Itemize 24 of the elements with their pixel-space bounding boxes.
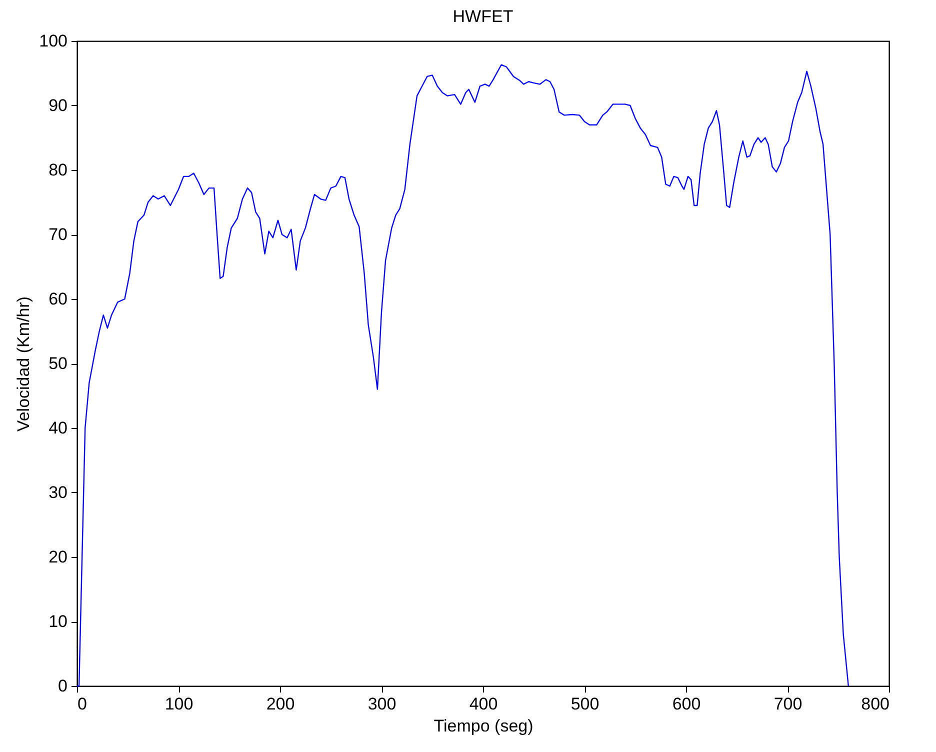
y-tick-label: 60 — [48, 290, 68, 308]
y-tick-label: 50 — [48, 354, 68, 373]
x-tick-label: 800 — [861, 694, 890, 714]
y-tick-label: 80 — [48, 160, 68, 180]
line-series — [76, 64, 849, 687]
y-tick-label: 0 — [58, 676, 68, 696]
x-tick-label: 700 — [774, 694, 802, 714]
x-axis-title: Tiempo (seg) — [434, 716, 534, 736]
x-tick-label: 600 — [672, 694, 701, 714]
y-tick-label: 20 — [48, 548, 68, 566]
y-tick-label: 40 — [48, 418, 68, 438]
y-tick-label: 30 — [48, 483, 68, 502]
y-axis-title: Velocidad (Km/hr) — [14, 296, 34, 432]
chart-title: HWFET — [452, 7, 514, 26]
x-tick-label: 0 — [78, 694, 87, 714]
y-tick-label: 100 — [39, 32, 68, 50]
x-tick-label: 200 — [266, 694, 295, 714]
y-tick-label: 10 — [48, 612, 68, 631]
y-tick-label: 70 — [48, 225, 68, 244]
y-tick-label: 90 — [48, 96, 68, 115]
x-tick-label: 400 — [469, 694, 498, 714]
x-tick-label: 500 — [570, 694, 600, 714]
x-tick-label: 300 — [368, 694, 396, 714]
x-tick-label: 100 — [164, 694, 194, 714]
